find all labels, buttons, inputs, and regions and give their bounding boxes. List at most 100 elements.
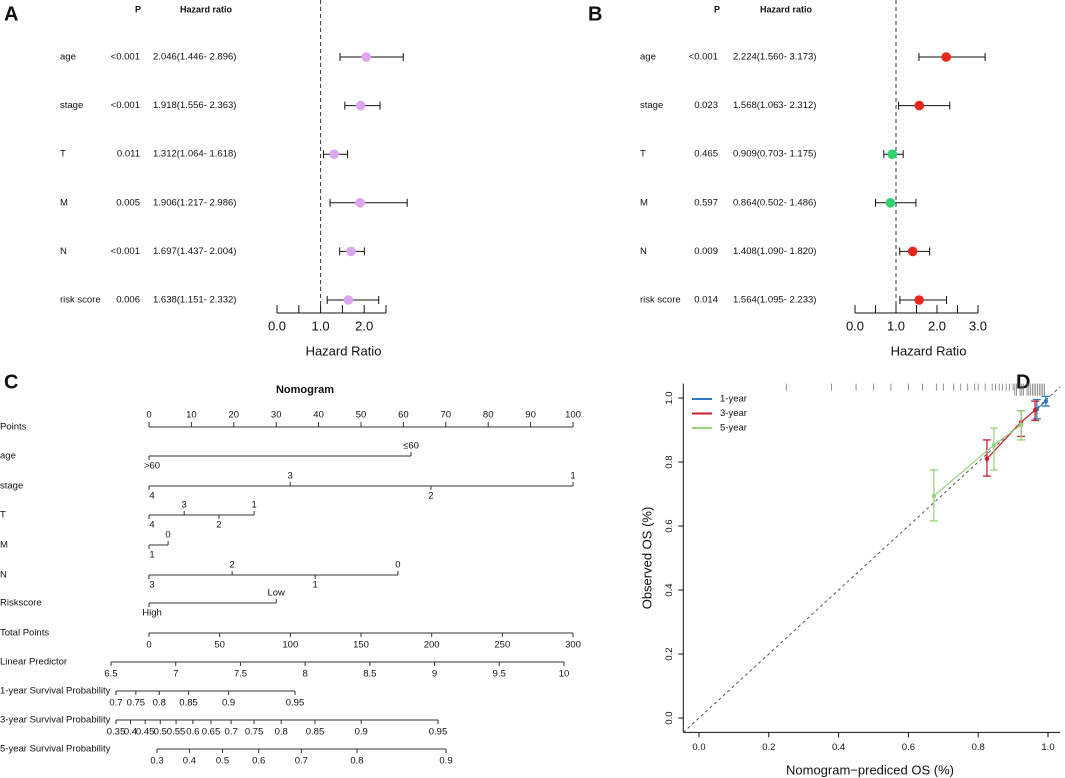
y-axis-label: Observed OS (%): [639, 507, 654, 610]
hr-label: 1.564(1.095- 2.233): [733, 295, 816, 306]
legend-label: 5-year: [720, 423, 747, 434]
column-header: P: [135, 4, 141, 14]
level-label: 2: [428, 491, 433, 502]
row-label: stage: [0, 481, 23, 492]
row-label: N: [60, 246, 67, 257]
level-label: 1: [570, 471, 575, 482]
hr-point: [361, 52, 372, 62]
scale-tick-label: 0.8: [275, 727, 288, 738]
scale-tick-label: 0.95: [429, 727, 448, 738]
level-label: 1: [313, 580, 318, 591]
x-tick-label: 0.0: [846, 318, 864, 333]
scale-tick-label: 0.7: [109, 698, 122, 709]
scale-tick-label: 0.45: [136, 727, 155, 738]
x-tick-label: 1.0: [312, 318, 330, 333]
scale-tick-label: 0.7: [295, 756, 308, 767]
level-label: 2: [229, 560, 234, 571]
level-label: 0: [165, 530, 170, 541]
row-label: age: [60, 52, 76, 63]
row-label: age: [0, 451, 16, 462]
scale-tick-label: 150: [353, 640, 369, 651]
p-value: <0.001: [689, 52, 718, 63]
x-tick-label: 1.0: [1041, 742, 1054, 753]
column-header: Hazard ratio: [180, 4, 233, 14]
calibration-point: [991, 442, 997, 448]
points-tick-label: 40: [313, 410, 324, 421]
x-tick-label: 0.8: [972, 742, 985, 753]
scale-tick-label: 0.9: [222, 698, 235, 709]
scale-tick-label: 0.4: [124, 727, 137, 738]
p-value: 0.009: [694, 246, 718, 257]
hr-point: [887, 149, 898, 159]
points-tick-label: 60: [398, 410, 409, 421]
scale-tick-label: 0.5: [216, 756, 229, 767]
level-label: 2: [216, 520, 221, 531]
scale-tick-label: 7: [173, 669, 178, 680]
y-tick-label: 1.0: [664, 391, 675, 404]
calibration-point: [1032, 407, 1038, 413]
hr-point: [355, 100, 366, 111]
hr-point: [907, 246, 918, 257]
x-tick-label: 0.0: [692, 742, 705, 753]
x-axis-label: Nomogram−prediced OS (%): [786, 762, 954, 777]
points-tick-label: 20: [229, 410, 240, 421]
p-value: 0.005: [116, 197, 140, 208]
scale-tick-label: 50: [214, 640, 225, 651]
hr-point: [941, 52, 951, 62]
row-label: N: [640, 246, 647, 257]
scale-tick-label: 0.9: [439, 756, 452, 767]
calibration-point: [984, 456, 990, 461]
x-tick-label: 2.0: [355, 318, 373, 333]
p-value: 0.465: [694, 149, 718, 160]
column-header: Hazard ratio: [760, 4, 813, 14]
panel-letter: C: [4, 371, 18, 393]
scale-tick-label: 0.6: [252, 756, 265, 767]
level-label: 1: [149, 550, 154, 561]
y-tick-label: 0.2: [664, 647, 675, 660]
level-label: 4: [149, 491, 154, 502]
row-label: Total Points: [0, 628, 49, 639]
scale-tick-label: 0.7: [225, 727, 238, 738]
p-value: <0.001: [111, 52, 140, 63]
row-label: T: [60, 149, 66, 160]
scale-tick-label: 100: [282, 640, 298, 651]
level-label: 3: [149, 580, 154, 591]
x-axis-label: Hazard Ratio: [891, 343, 967, 358]
row-label: 5-year Survival Probability: [0, 744, 111, 755]
row-label: M: [640, 197, 648, 208]
points-tick-label: 10: [186, 410, 197, 421]
p-value: <0.001: [111, 100, 140, 111]
scale-tick-label: 300: [565, 640, 581, 651]
diagonal: [682, 386, 1061, 733]
legend-label: 1-year: [720, 394, 747, 405]
points-tick-label: 70: [441, 410, 452, 421]
scale-tick-label: 0.75: [245, 727, 264, 738]
scale-tick-label: 0.8: [350, 756, 363, 767]
hr-point: [355, 198, 365, 208]
p-value: 0.023: [694, 100, 718, 111]
x-tick-label: 2.0: [928, 318, 946, 333]
scale-tick-label: 0.85: [179, 698, 198, 709]
hr-label: 1.918(1.556- 2.363): [153, 100, 236, 111]
level-label: 4: [149, 520, 154, 531]
scale-tick-label: 0.85: [306, 727, 325, 738]
hr-label: 1.638(1.151- 2.332): [153, 295, 236, 306]
p-value: 0.597: [694, 197, 718, 208]
x-tick-label: 0.4: [832, 742, 845, 753]
scale-tick-label: 0.6: [186, 727, 199, 738]
points-tick-label: 100: [565, 410, 581, 421]
row-label: Riskscore: [0, 598, 42, 609]
level-label: 3: [288, 471, 293, 482]
hr-label: 1.568(1.063- 2.312): [733, 100, 816, 111]
y-tick-label: 0.0: [664, 711, 675, 724]
points-tick-label: 80: [483, 410, 494, 421]
row-label: risk score: [60, 295, 101, 306]
scale-tick-label: 9.5: [493, 669, 506, 680]
calibration-point: [931, 493, 937, 499]
scale-tick-label: 6.5: [104, 669, 117, 680]
level-label: 3: [182, 500, 187, 511]
scale-tick-label: 0.55: [167, 727, 186, 738]
x-tick-label: 0.2: [762, 742, 775, 753]
hr-point: [914, 100, 925, 111]
